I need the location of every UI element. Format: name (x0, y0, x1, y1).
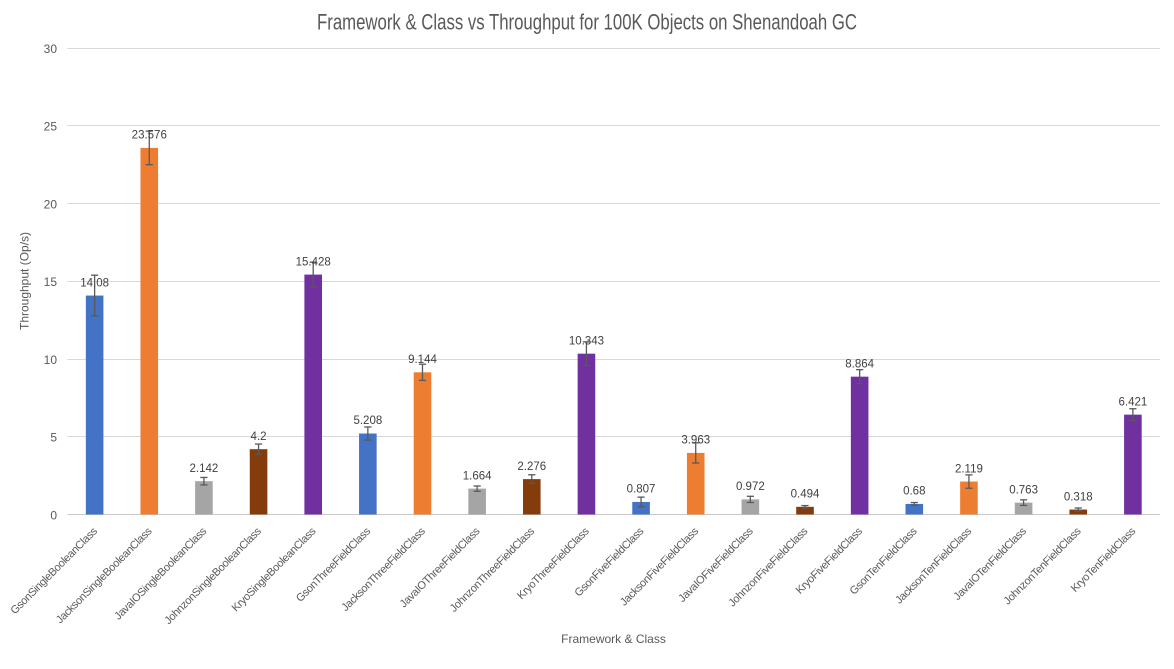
svg-text:30: 30 (44, 42, 58, 56)
svg-text:0.807: 0.807 (627, 484, 656, 496)
svg-text:5.208: 5.208 (353, 415, 382, 427)
svg-text:15: 15 (44, 275, 58, 289)
svg-text:9.144: 9.144 (408, 354, 437, 366)
svg-text:6.421: 6.421 (1118, 396, 1147, 408)
svg-text:2.276: 2.276 (517, 461, 546, 473)
svg-text:25: 25 (44, 120, 58, 134)
svg-text:Framework & Class vs Throughpu: Framework & Class vs Throughput for 100K… (317, 10, 857, 35)
svg-text:0.68: 0.68 (903, 486, 925, 498)
svg-text:0.318: 0.318 (1064, 491, 1093, 503)
svg-text:2.119: 2.119 (955, 463, 983, 475)
svg-text:Framework & Class: Framework & Class (561, 632, 666, 646)
svg-text:15.428: 15.428 (296, 256, 331, 268)
svg-text:0.763: 0.763 (1009, 484, 1038, 496)
svg-text:10: 10 (44, 353, 58, 367)
svg-text:0.972: 0.972 (736, 481, 765, 493)
svg-text:4.2: 4.2 (251, 431, 267, 443)
svg-text:10.343: 10.343 (569, 335, 604, 347)
svg-text:0.494: 0.494 (791, 489, 820, 501)
svg-text:1.664: 1.664 (463, 470, 492, 482)
svg-text:Throughput (Op/s): Throughput (Op/s) (18, 232, 32, 330)
svg-text:23.576: 23.576 (132, 130, 167, 142)
svg-text:14.08: 14.08 (80, 277, 109, 289)
svg-text:2.142: 2.142 (190, 463, 219, 475)
svg-text:8.864: 8.864 (845, 358, 874, 370)
svg-text:3.963: 3.963 (681, 435, 710, 447)
svg-text:5: 5 (50, 431, 57, 445)
svg-text:0: 0 (50, 508, 57, 522)
svg-text:20: 20 (44, 197, 58, 211)
